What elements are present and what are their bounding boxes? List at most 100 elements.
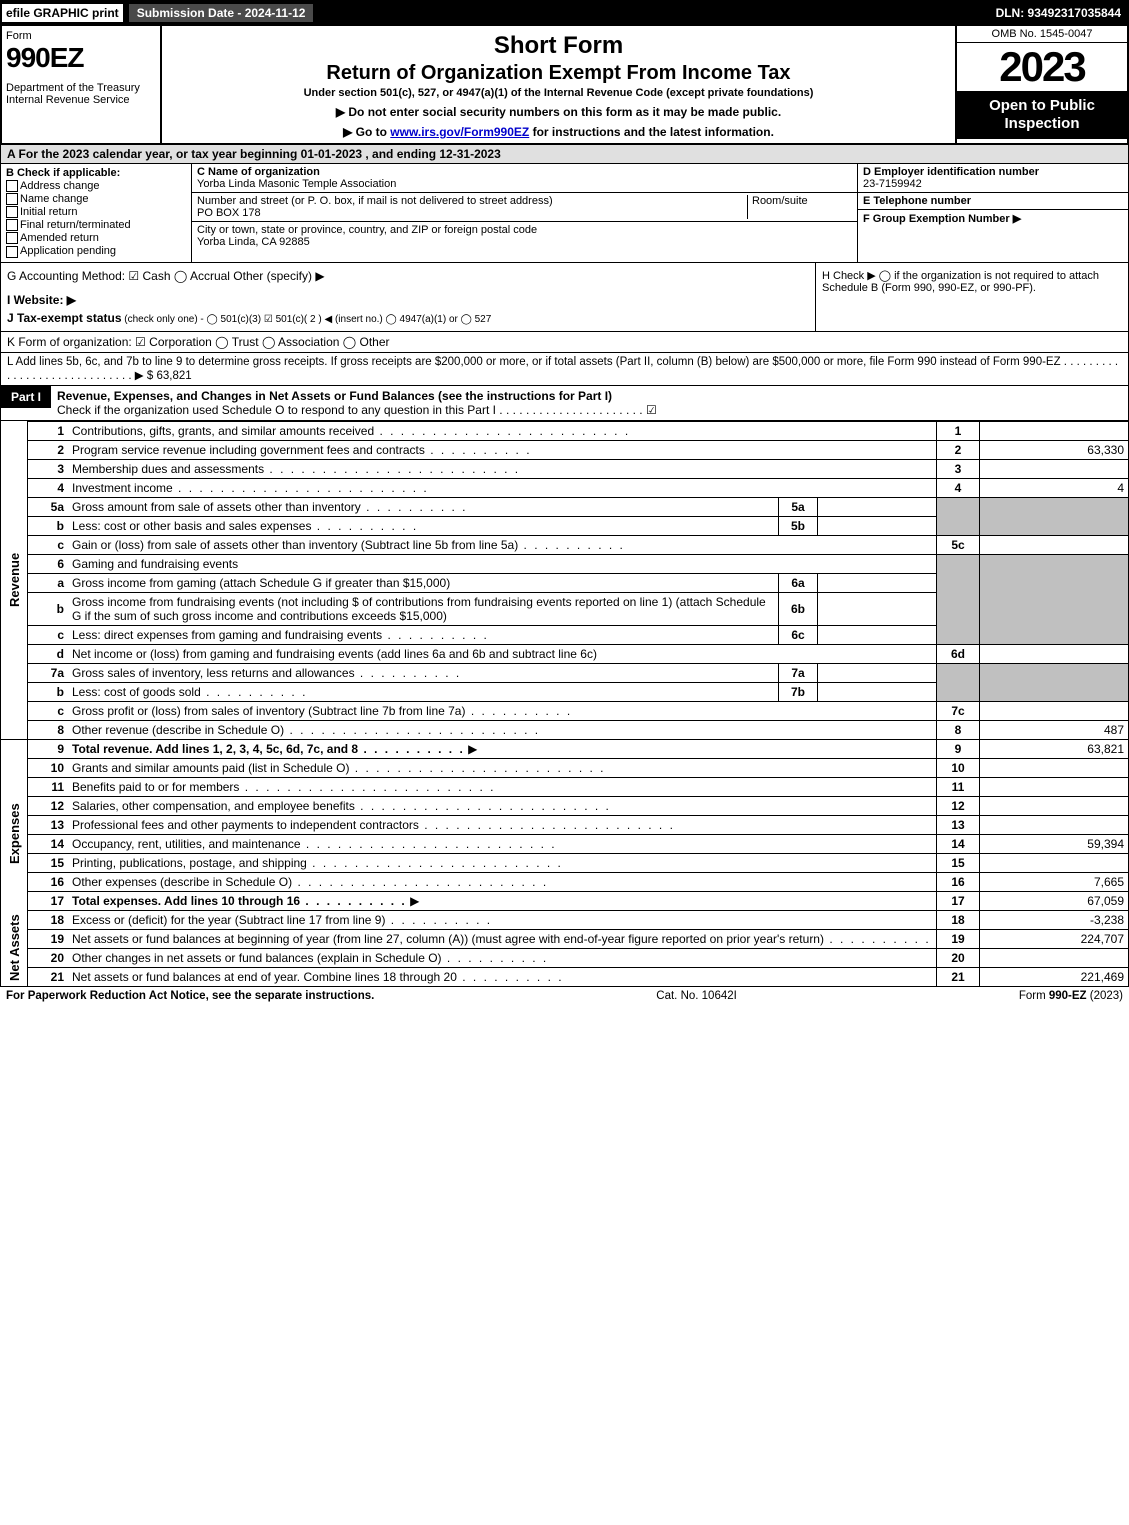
line2-box: 2 — [937, 440, 980, 459]
line21-num: 21 — [28, 967, 69, 986]
line21-amt: 221,469 — [980, 967, 1129, 986]
chk-amended-return[interactable]: Amended return — [6, 232, 186, 244]
tax-year: 2023 — [957, 43, 1127, 91]
header-right: OMB No. 1545-0047 2023 Open to Public In… — [955, 26, 1127, 143]
d-ein-label: D Employer identification number — [863, 166, 1123, 178]
e-phone-label: E Telephone number — [863, 195, 1123, 207]
irs-label: Internal Revenue Service — [6, 94, 156, 106]
line13-num: 13 — [28, 815, 69, 834]
line7b-subval — [818, 682, 937, 701]
form-header: Form 990EZ Department of the Treasury In… — [0, 26, 1129, 145]
line20-desc: Other changes in net assets or fund bala… — [72, 951, 548, 965]
netassets-sidelabel: Net Assets — [1, 910, 28, 986]
line20-box: 20 — [937, 948, 980, 967]
efile-print-label[interactable]: efile GRAPHIC print — [2, 4, 123, 22]
line3-box: 3 — [937, 459, 980, 478]
chk-initial-return[interactable]: Initial return — [6, 206, 186, 218]
line6-shade-amt — [980, 554, 1129, 644]
line12-box: 12 — [937, 796, 980, 815]
title-return: Return of Organization Exempt From Incom… — [166, 62, 951, 85]
part-i-title-text: Revenue, Expenses, and Changes in Net As… — [57, 389, 612, 403]
line7b-desc: Less: cost of goods sold — [72, 685, 307, 699]
line6-num: 6 — [28, 554, 69, 573]
j-options: (check only one) - ◯ 501(c)(3) ☑ 501(c)(… — [122, 314, 492, 325]
line2-amt: 63,330 — [980, 440, 1129, 459]
line16-num: 16 — [28, 872, 69, 891]
chk-name-change[interactable]: Name change — [6, 193, 186, 205]
section-bc-def: B Check if applicable: Address change Na… — [0, 164, 1129, 263]
instr-ssn: ▶ Do not enter social security numbers o… — [166, 105, 951, 119]
line6b-num: b — [28, 592, 69, 625]
line7a-subval — [818, 663, 937, 682]
line17-box: 17 — [937, 891, 980, 910]
k-form-of-org: K Form of organization: ☑ Corporation ◯ … — [0, 332, 1129, 353]
chk-application-pending[interactable]: Application pending — [6, 245, 186, 257]
line7b-sub: 7b — [779, 682, 818, 701]
page-footer: For Paperwork Reduction Act Notice, see … — [0, 987, 1129, 1005]
footer-catno: Cat. No. 10642I — [656, 990, 737, 1002]
line5c-num: c — [28, 535, 69, 554]
dept-treasury: Department of the Treasury — [6, 82, 156, 94]
revenue-sidelabel: Revenue — [1, 421, 28, 739]
g-accounting-method: G Accounting Method: ☑ Cash ◯ Accrual Ot… — [7, 269, 809, 283]
line7c-box: 7c — [937, 701, 980, 720]
line14-desc: Occupancy, rent, utilities, and maintena… — [72, 837, 557, 851]
line5b-sub: 5b — [779, 516, 818, 535]
line18-amt: -3,238 — [980, 910, 1129, 929]
h-schedule-b: H Check ▶ ◯ if the organization is not r… — [815, 263, 1128, 331]
footer-form-ref: Form 990-EZ (2023) — [1019, 990, 1123, 1002]
line12-desc: Salaries, other compensation, and employ… — [72, 799, 611, 813]
irs-link[interactable]: www.irs.gov/Form990EZ — [390, 125, 529, 139]
line16-amt: 7,665 — [980, 872, 1129, 891]
line18-num: 18 — [28, 910, 69, 929]
line5a-sub: 5a — [779, 497, 818, 516]
line1-num: 1 — [28, 421, 69, 440]
line14-amt: 59,394 — [980, 834, 1129, 853]
line20-amt — [980, 948, 1129, 967]
line5b-subval — [818, 516, 937, 535]
line6d-num: d — [28, 644, 69, 663]
line7c-amt — [980, 701, 1129, 720]
c-name-label: C Name of organization — [197, 166, 852, 178]
line6a-num: a — [28, 573, 69, 592]
instr-goto-pre: ▶ Go to — [343, 125, 390, 139]
line-a-tax-year: A For the 2023 calendar year, or tax yea… — [0, 145, 1129, 164]
line7a-sub: 7a — [779, 663, 818, 682]
chk-address-change[interactable]: Address change — [6, 180, 186, 192]
col-def: D Employer identification number 23-7159… — [857, 164, 1128, 262]
line19-amt: 224,707 — [980, 929, 1129, 948]
line7b-num: b — [28, 682, 69, 701]
org-city: Yorba Linda, CA 92885 — [197, 236, 852, 248]
line5c-box: 5c — [937, 535, 980, 554]
row-gh: G Accounting Method: ☑ Cash ◯ Accrual Ot… — [0, 263, 1129, 332]
line9-desc: Total revenue. Add lines 1, 2, 3, 4, 5c,… — [72, 742, 465, 756]
line20-num: 20 — [28, 948, 69, 967]
line15-num: 15 — [28, 853, 69, 872]
line16-desc: Other expenses (describe in Schedule O) — [72, 875, 548, 889]
org-name: Yorba Linda Masonic Temple Association — [197, 178, 852, 190]
line4-box: 4 — [937, 478, 980, 497]
line9-num: 9 — [28, 739, 69, 758]
line11-num: 11 — [28, 777, 69, 796]
org-street: PO BOX 178 — [197, 207, 747, 219]
line5ab-shade — [937, 497, 980, 535]
line6b-subval — [818, 592, 937, 625]
line7ab-shade-amt — [980, 663, 1129, 701]
line4-num: 4 — [28, 478, 69, 497]
line11-desc: Benefits paid to or for members — [72, 780, 495, 794]
line10-num: 10 — [28, 758, 69, 777]
line2-desc: Program service revenue including govern… — [72, 443, 532, 457]
line6c-sub: 6c — [779, 625, 818, 644]
room-suite-label: Room/suite — [747, 195, 852, 219]
ein-value: 23-7159942 — [863, 178, 1123, 190]
instr-goto: ▶ Go to www.irs.gov/Form990EZ for instru… — [166, 125, 951, 139]
line9-box: 9 — [937, 739, 980, 758]
line3-amt — [980, 459, 1129, 478]
line7a-desc: Gross sales of inventory, less returns a… — [72, 666, 461, 680]
j-tax-exempt: J Tax-exempt status (check only one) - ◯… — [7, 311, 809, 325]
line5b-desc: Less: cost or other basis and sales expe… — [72, 519, 418, 533]
chk-final-return[interactable]: Final return/terminated — [6, 219, 186, 231]
line1-desc: Contributions, gifts, grants, and simila… — [72, 424, 630, 438]
line5b-num: b — [28, 516, 69, 535]
line5a-num: 5a — [28, 497, 69, 516]
